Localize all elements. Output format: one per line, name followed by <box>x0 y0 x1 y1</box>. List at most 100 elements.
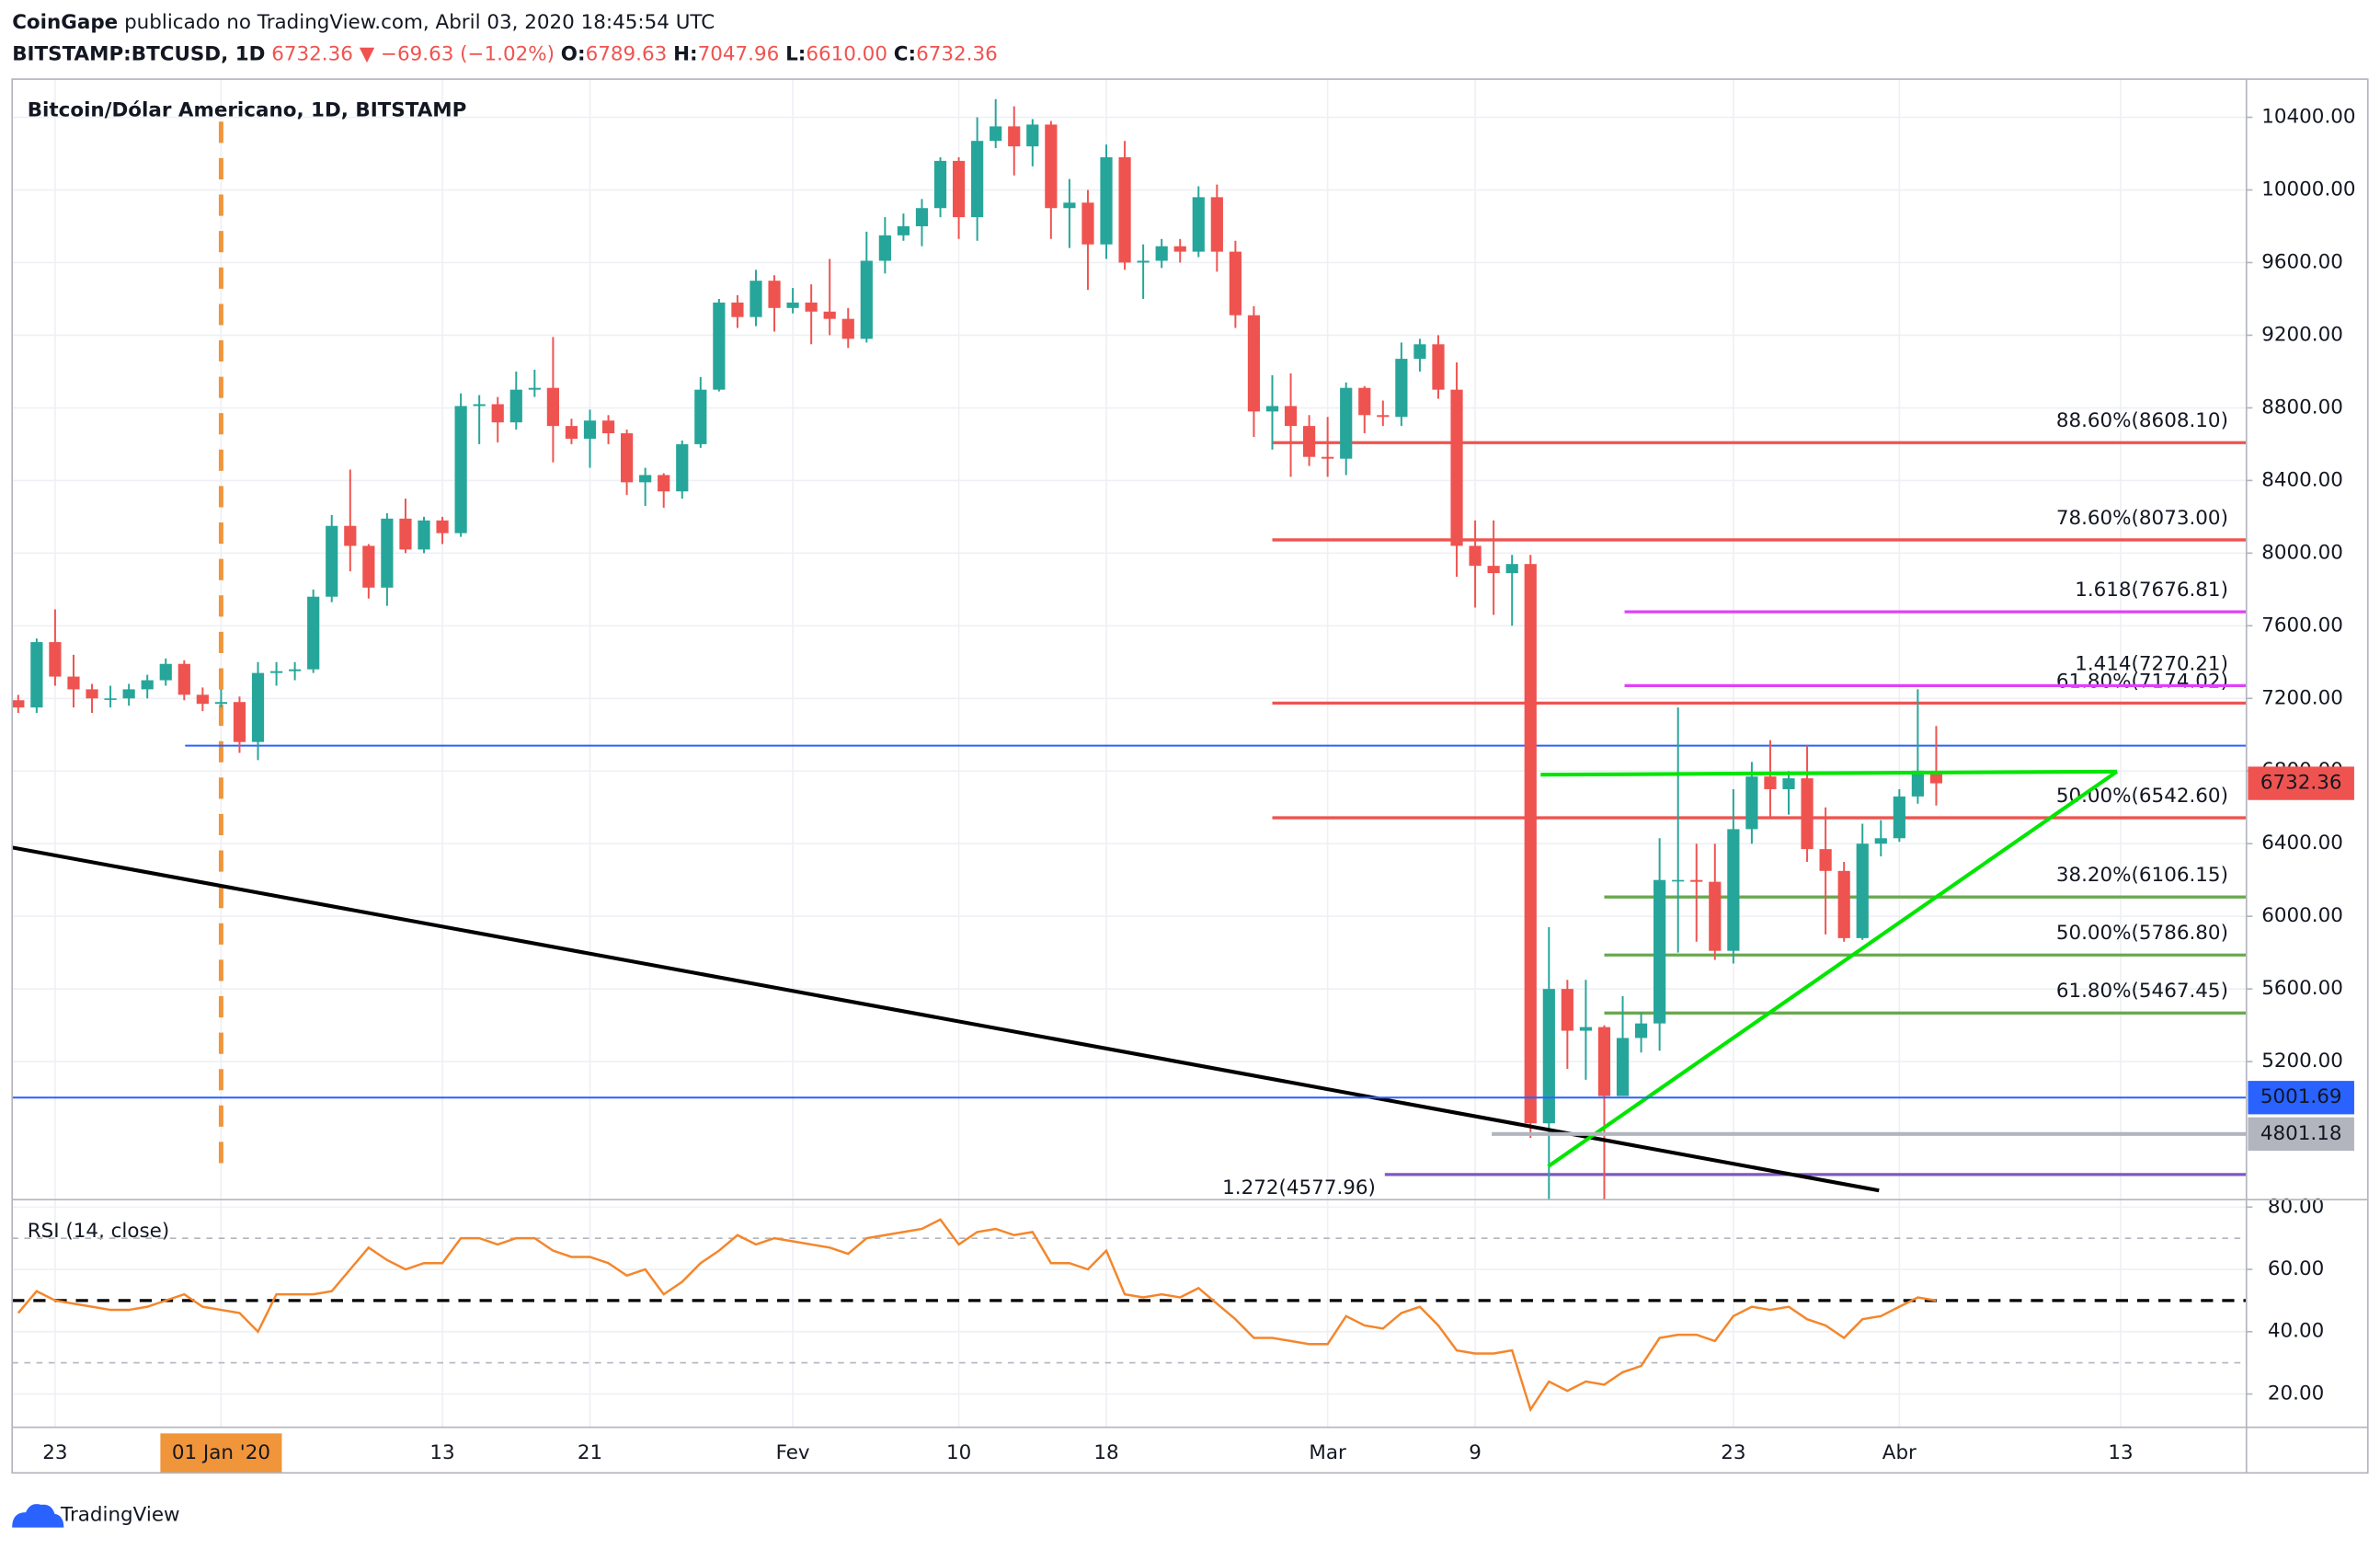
candle-body <box>177 663 190 695</box>
candle-body <box>1579 1027 1593 1031</box>
header-line-2: BITSTAMP:BTCUSD, 1D 6732.36 ▼ −69.63 (−1… <box>12 43 998 66</box>
candle-body <box>122 689 135 699</box>
candle-body <box>1801 778 1814 850</box>
header-line-1: CoinGape publicado no TradingView.com, A… <box>12 11 715 34</box>
x-tick-highlight <box>160 1433 282 1474</box>
candle-body <box>289 669 302 671</box>
candle-body <box>860 260 873 339</box>
candle-body <box>823 311 836 319</box>
candle-body <box>749 281 762 317</box>
candle-body <box>1100 156 1113 245</box>
candle-body <box>952 160 966 218</box>
x-tick-label: 23 <box>1721 1441 1745 1464</box>
x-tick-label: 13 <box>2108 1441 2133 1464</box>
main-pane: Bitcoin/Dólar Americano, 1D, BITSTAMP 88.… <box>12 99 2247 1200</box>
y-tick-label: 40.00 <box>2268 1320 2324 1343</box>
candle-body <box>786 302 799 308</box>
y-tick-label: 5200.00 <box>2261 1050 2343 1073</box>
x-tick-label: 9 <box>1469 1441 1482 1464</box>
candle-body <box>159 663 172 681</box>
candle-body <box>1487 566 1500 574</box>
candle-body <box>12 700 25 708</box>
candle-body <box>546 387 559 427</box>
candle-body <box>1672 879 1685 882</box>
candle-body <box>1322 456 1334 459</box>
candle-body <box>1524 564 1537 1124</box>
y-tick-label: 6400.00 <box>2261 832 2343 855</box>
candle-body <box>1229 251 1241 316</box>
candle-body <box>639 475 652 483</box>
price-change: ▼ −69.63 (−1.02%) <box>360 43 555 66</box>
candle-body <box>1819 849 1832 871</box>
y-tick-label: 60.00 <box>2268 1257 2324 1280</box>
candle-body <box>1450 389 1463 546</box>
candle-body <box>621 433 634 483</box>
candle-body <box>1911 770 1924 797</box>
level-label: 1.618(7676.81) <box>2075 579 2228 602</box>
candle-body <box>214 702 228 705</box>
ohlc-label: O: <box>561 43 586 66</box>
candle-body <box>509 389 522 423</box>
x-tick-label: 18 <box>1093 1441 1118 1464</box>
candle-body <box>1045 124 1058 209</box>
publisher: CoinGape <box>12 11 118 34</box>
candle-body <box>1653 879 1666 1024</box>
level-label: 88.60%(8608.10) <box>2056 409 2228 432</box>
rsi-pane: RSI (14, close) <box>12 1218 2247 1413</box>
y-tick-label: 6000.00 <box>2261 904 2343 927</box>
candle-body <box>473 404 486 407</box>
candle-body <box>528 387 541 390</box>
candle-body <box>731 302 744 317</box>
candle-body <box>1081 202 1094 245</box>
y-tick-label: 5600.00 <box>2261 977 2343 1000</box>
x-tick-label: 13 <box>429 1441 454 1464</box>
candle-body <box>1874 838 1887 844</box>
level-label: 50.00%(5786.80) <box>2056 922 2228 945</box>
candle-body <box>694 389 707 444</box>
candle-body <box>269 671 283 673</box>
candle-body <box>1155 246 1168 261</box>
candle-body <box>418 520 430 550</box>
candle-body <box>1137 260 1150 263</box>
x-tick-label: Fev <box>776 1441 810 1464</box>
frame <box>11 78 2369 1474</box>
x-tick-label: 10 <box>946 1441 971 1464</box>
last-price: 6732.36 <box>271 43 353 66</box>
candle-body <box>1395 359 1408 418</box>
y-tick-label: 10400.00 <box>2261 106 2355 129</box>
price-tag-label: 4801.18 <box>2260 1122 2342 1145</box>
y-tick-label: 8400.00 <box>2261 468 2343 491</box>
candle-body <box>1340 387 1353 459</box>
candle-body <box>601 420 615 434</box>
trend-line <box>1547 770 2119 1168</box>
y-tick-label: 7200.00 <box>2261 686 2343 709</box>
ohlc-value: 6789.63 <box>586 43 668 66</box>
candle-body <box>1542 989 1555 1124</box>
level-label: 38.20%(6106.15) <box>2056 864 2228 887</box>
candle-body <box>1709 881 1722 951</box>
ohlc-value: 6732.36 <box>916 43 998 66</box>
candle-body <box>1192 197 1205 252</box>
price-tag <box>2248 766 2354 800</box>
candle-body <box>1413 344 1426 360</box>
candle-body <box>141 680 154 690</box>
candle-body <box>1764 776 1777 789</box>
candle-body <box>1173 246 1186 252</box>
candle-body <box>251 672 265 742</box>
logo: TradingView <box>12 1503 180 1528</box>
ohlc-value: 6610.00 <box>806 43 887 66</box>
x-tick-label: 21 <box>578 1441 602 1464</box>
level-label: 1.414(7270.21) <box>2075 652 2228 675</box>
published: publicado no TradingView.com, Abril 03, … <box>124 11 715 34</box>
candle-body <box>933 160 947 209</box>
candle-body <box>381 518 394 588</box>
candle-body <box>1745 776 1758 830</box>
candle-body <box>1063 202 1076 209</box>
pane-title: RSI (14, close) <box>28 1220 170 1243</box>
y-tick-label: 8000.00 <box>2261 541 2343 564</box>
candle-body <box>1432 344 1445 390</box>
price-tag <box>2248 1117 2354 1151</box>
candle-body <box>805 302 818 312</box>
